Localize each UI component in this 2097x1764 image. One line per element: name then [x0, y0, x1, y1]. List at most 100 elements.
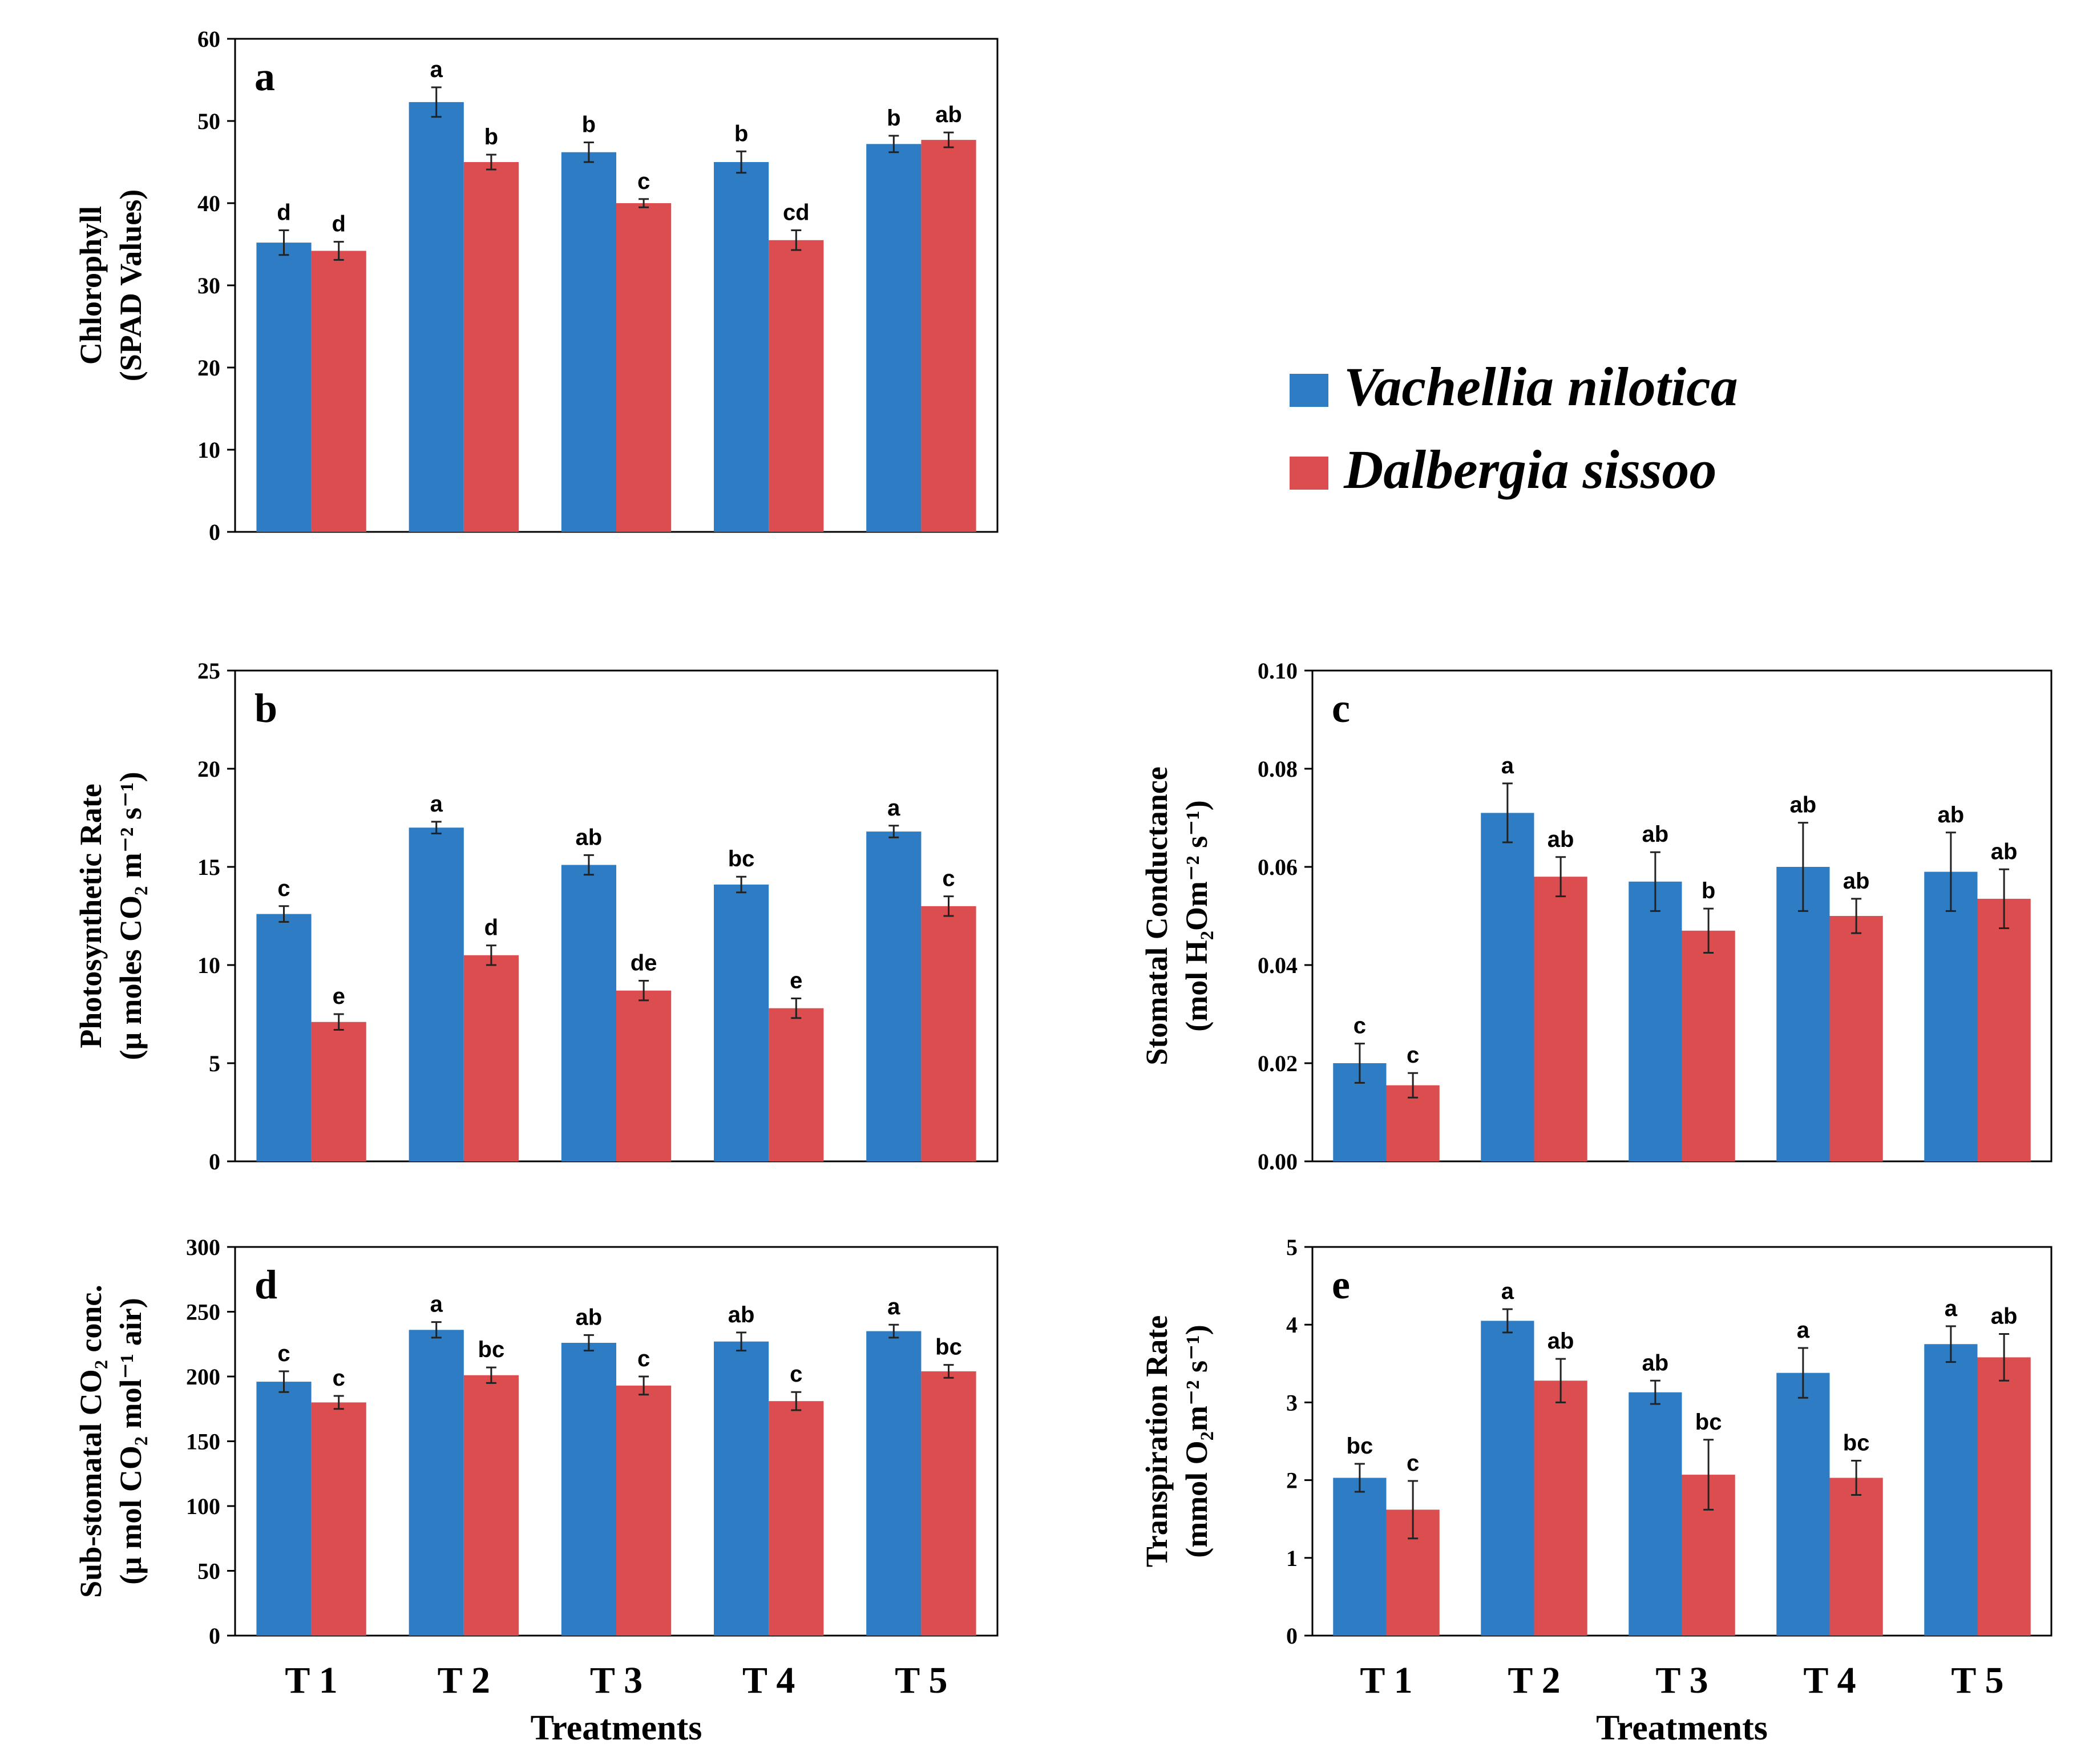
legend-label-vachellia: Vachellia nilotica [1344, 356, 1738, 417]
bar-vachellia [714, 162, 769, 532]
significance-letter: a [887, 1294, 900, 1319]
panel-letter: e [1332, 1262, 1350, 1307]
legend-label-dalbergia: Dalbergia sissoo [1343, 439, 1716, 500]
y-tick-label: 15 [197, 854, 220, 880]
x-tick-label: T 1 [285, 1660, 337, 1701]
bar-vachellia [1481, 813, 1534, 1161]
significance-letter: de [631, 951, 657, 976]
legend-swatch-dalbergia [1290, 457, 1328, 490]
significance-letter: ab [935, 102, 962, 127]
x-tick-label: T 4 [1803, 1660, 1856, 1701]
y-tick-label: 5 [1286, 1234, 1298, 1260]
significance-letter: d [277, 200, 290, 225]
bar-dalbergia [616, 203, 672, 532]
significance-letter: ab [1843, 869, 1870, 894]
significance-letter: bc [1843, 1431, 1870, 1456]
bar-dalbergia [463, 162, 519, 532]
significance-letter: ab [1642, 1350, 1669, 1375]
y-tick-label: 0.10 [1258, 658, 1298, 684]
significance-letter: c [1353, 1014, 1366, 1039]
chart-panel-a: 0 10 20 30 40 50 60 Chlorophyll (SPAD Values) a d d… [74, 26, 999, 545]
x-tick-label: T 2 [1508, 1660, 1560, 1701]
y-axis-label-line: (SPAD Values) [114, 189, 148, 382]
legend: Vachellia nilotica Dalbergia sissoo [1290, 356, 1738, 500]
significance-letter: c [277, 1341, 290, 1366]
significance-letter: a [1797, 1318, 1810, 1343]
significance-letter: a [430, 792, 443, 817]
significance-letter: c [1407, 1451, 1419, 1476]
x-tick-label: T 4 [742, 1660, 795, 1701]
bar-dalbergia [921, 906, 976, 1161]
x-tick-label: T 3 [590, 1660, 643, 1701]
x-axis-title: Treatments [531, 1709, 702, 1747]
y-axis-label-line: (μ mol CO₂ mol⁻¹ air) [114, 1298, 148, 1584]
y-tick-label: 250 [186, 1299, 220, 1325]
bar-vachellia [1924, 1344, 1978, 1636]
y-tick-label: 0.06 [1258, 854, 1298, 880]
significance-letter: c [637, 1346, 650, 1371]
significance-letter: b [1702, 878, 1715, 903]
y-tick-label: 0.02 [1258, 1051, 1298, 1076]
bar-vachellia [256, 1382, 312, 1636]
bar-vachellia [409, 827, 464, 1161]
bar-vachellia [561, 1342, 616, 1636]
bar-dalbergia [616, 990, 672, 1161]
significance-letter: c [333, 1366, 345, 1391]
y-tick-label: 10 [197, 437, 220, 463]
bar-vachellia [256, 243, 312, 532]
significance-letter: ab [728, 1302, 755, 1327]
chart-panel-e: 0 1 2 3 4 5 Transpiration Rate (mmol O₂m⁻² s⁻¹)… [1140, 1234, 2052, 1747]
bar-dalbergia [769, 240, 824, 532]
bar-vachellia [714, 884, 769, 1161]
bar-vachellia [409, 102, 464, 532]
significance-letter: d [484, 915, 498, 940]
bar-vachellia [1629, 1392, 1682, 1636]
bar-dalbergia [1829, 916, 1883, 1161]
y-tick-label: 0.08 [1258, 756, 1298, 782]
significance-letter: b [887, 106, 900, 131]
significance-letter: e [333, 984, 345, 1009]
y-axis-label-line: Transpiration Rate [1140, 1315, 1174, 1568]
significance-letter: a [887, 796, 900, 821]
y-tick-label: 0.04 [1258, 952, 1298, 978]
significance-letter: e [790, 968, 802, 993]
bar-dalbergia [769, 1401, 824, 1636]
y-axis-label-line: (mol H₂Om⁻² s⁻¹) [1179, 800, 1214, 1032]
y-tick-label: 2 [1286, 1468, 1298, 1493]
significance-letter: bc [1347, 1434, 1373, 1459]
significance-letter: ab [1548, 1329, 1574, 1354]
chart-panel-b: 0 5 10 15 20 25 Photosynthetic Rate (μ moles CO… [74, 658, 999, 1174]
bar-vachellia [561, 865, 616, 1161]
significance-letter: ab [1991, 1304, 2018, 1329]
y-axis-label-line: Sub-stomatal CO₂ conc. [74, 1285, 108, 1598]
significance-letter: cd [783, 200, 810, 225]
y-tick-label: 20 [197, 756, 220, 782]
y-tick-label: 0 [1286, 1623, 1298, 1649]
x-tick-label: T 3 [1655, 1660, 1708, 1701]
y-tick-label: 100 [186, 1493, 220, 1519]
significance-letter: ab [576, 1305, 603, 1330]
bar-vachellia [866, 1331, 922, 1636]
significance-letter: b [734, 121, 748, 146]
bar-dalbergia [616, 1385, 672, 1636]
significance-letter: bc [728, 846, 755, 871]
significance-letter: ab [1642, 822, 1669, 847]
y-tick-label: 0 [209, 1623, 220, 1649]
chart-panel-c: 0.00 0.02 0.04 0.06 0.08 0.10 Stomatal Conduct… [1140, 658, 2052, 1174]
y-axis-label-line: (mmol O₂m⁻² s⁻¹) [1179, 1325, 1214, 1558]
bar-vachellia [1776, 1373, 1830, 1636]
significance-letter: bc [478, 1337, 505, 1362]
bar-dalbergia [463, 1375, 519, 1636]
y-tick-label: 0 [209, 519, 220, 545]
significance-letter: ab [1991, 839, 2018, 864]
bar-dalbergia [769, 1008, 824, 1161]
significance-letter: b [484, 124, 498, 150]
significance-letter: c [1407, 1043, 1419, 1068]
y-tick-label: 50 [197, 108, 220, 134]
bar-vachellia [561, 152, 616, 532]
bar-vachellia [1924, 871, 1978, 1161]
significance-letter: c [790, 1362, 802, 1387]
bar-vachellia [1333, 1478, 1387, 1636]
y-tick-label: 60 [197, 26, 220, 52]
